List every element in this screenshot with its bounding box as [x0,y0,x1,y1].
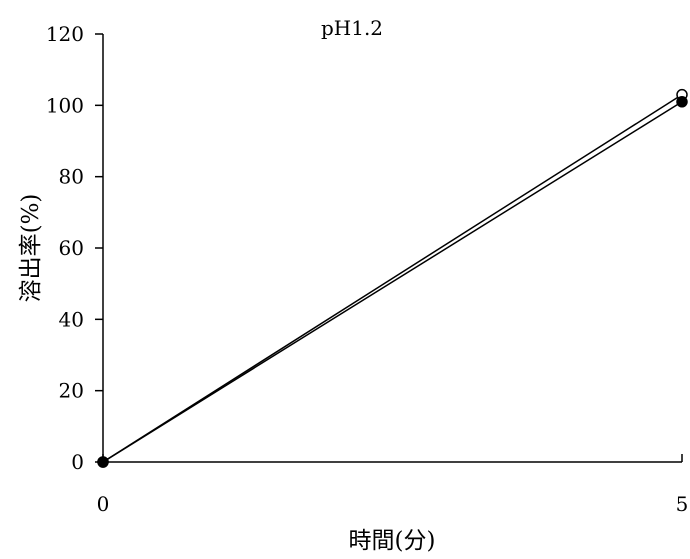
x-tick-label: 5 [676,492,689,516]
series-line-2 [102,101,683,463]
axes [102,34,682,463]
y-tick-label: 40 [59,307,84,331]
chart-title: pH1.2 [321,16,383,40]
y-tick-label: 0 [71,450,84,474]
y-tick-label: 100 [46,93,84,117]
y-tick-label: 60 [59,236,84,260]
series-line-1 [102,94,683,463]
y-axis-label: 溶出率(%) [18,194,44,303]
series-markers [97,88,688,468]
data-point-series-2 [676,96,688,108]
tick-marks [95,33,683,463]
y-tick-label: 20 [59,379,84,403]
series-lines [102,94,683,463]
x-axis-label: 時間(分) [349,528,436,554]
data-point-series-2 [97,456,109,468]
y-tick-labels: 0 20 40 60 80 100 120 [46,22,84,474]
x-tick-label: 0 [97,492,110,516]
y-tick-label: 120 [46,22,84,46]
y-tick-label: 80 [59,165,84,189]
